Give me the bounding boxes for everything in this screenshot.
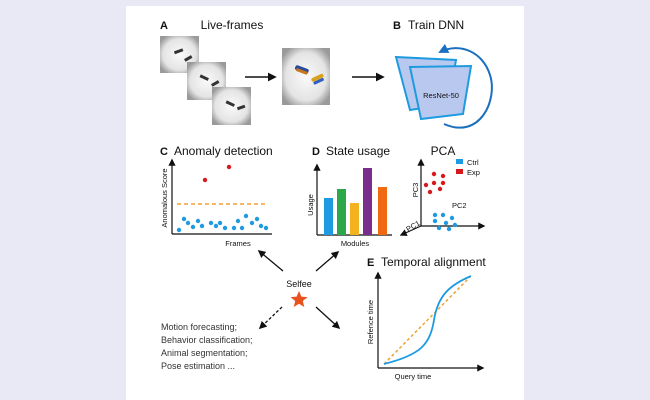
ctrl-point: [432, 218, 438, 224]
arrow-to-anomaly: [257, 250, 284, 272]
arrow-to-state-usage: [315, 250, 340, 272]
panel-d-ylabel: Usage: [306, 194, 315, 216]
usage-bar: [324, 198, 333, 235]
merged-frame-image: [282, 48, 330, 105]
normal-point: [195, 218, 201, 224]
normal-point: [176, 227, 182, 233]
usage-bar: [378, 187, 387, 235]
normal-point: [208, 220, 214, 226]
normal-point: [263, 225, 269, 231]
normal-point: [222, 225, 228, 231]
panel-d-title: State usage: [326, 144, 390, 158]
applications-list: Motion forecasting; Behavior classificat…: [161, 322, 253, 371]
pca-title: PCA: [431, 144, 456, 158]
state-usage-chart: [313, 163, 392, 236]
legend-ctrl: Ctrl: [467, 158, 479, 167]
usage-bar: [337, 189, 346, 235]
application-item: Motion forecasting;: [161, 322, 237, 332]
exp-point: [440, 173, 446, 179]
anomaly-chart: [168, 158, 272, 235]
alignment-curve: [383, 275, 472, 365]
normal-point: [217, 220, 223, 226]
panel-e-xlabel: Query time: [395, 372, 432, 381]
ctrl-point: [452, 222, 458, 228]
pca-legend: Ctrl Exp: [456, 158, 480, 177]
application-item: Behavior classification;: [161, 335, 253, 345]
exp-point: [440, 180, 446, 186]
ctrl-point: [432, 212, 438, 218]
panel-c-xlabel: Frames: [225, 239, 251, 248]
arrow-to-temporal: [315, 306, 341, 330]
normal-point: [235, 218, 241, 224]
normal-point: [213, 223, 219, 229]
star-icon: [290, 291, 308, 307]
normal-point: [243, 213, 249, 219]
arrow-to-applications: [258, 306, 283, 330]
panel-b-title: Train DNN: [408, 18, 464, 32]
frame-3: [212, 87, 251, 125]
panel-a-title: Live-frames: [201, 18, 264, 32]
application-item: Animal segmentation;: [161, 348, 248, 358]
anomaly-point: [202, 177, 208, 183]
normal-point: [185, 220, 191, 226]
panel-b-letter: B: [393, 20, 401, 32]
normal-point: [249, 220, 255, 226]
pca-plot: [399, 158, 486, 236]
exp-point: [437, 186, 443, 192]
selfee-label: Selfee: [286, 279, 312, 289]
panel-c-ylabel: Anomalous Score: [160, 168, 169, 227]
panel-d-letter: D: [312, 146, 320, 158]
training-loop-arrow: [438, 43, 493, 129]
pca-pc3-label: PC3: [411, 183, 420, 198]
anomaly-point: [226, 164, 232, 170]
legend-exp: Exp: [467, 168, 480, 177]
panel-e-ylabel: Refence time: [366, 300, 375, 344]
temporal-alignment-plot: [374, 271, 485, 372]
frame-stack: [160, 36, 251, 125]
usage-bar: [350, 203, 359, 235]
ctrl-point: [446, 226, 452, 232]
pca-pc2-label: PC2: [452, 201, 467, 210]
resnet-diagram: ResNet-50: [394, 43, 493, 129]
exp-point: [431, 180, 437, 186]
diagonal-reference-line: [383, 276, 471, 365]
normal-point: [239, 225, 245, 231]
panel-a-letter: A: [160, 20, 168, 32]
normal-point: [254, 216, 260, 222]
ctrl-point: [436, 225, 442, 231]
panel-c-letter: C: [160, 146, 168, 158]
legend-swatch-ctrl: [456, 159, 463, 164]
ctrl-point: [449, 215, 455, 221]
exp-point: [427, 189, 433, 195]
panel-d-xlabel: Modules: [341, 239, 370, 248]
normal-point: [190, 224, 196, 230]
usage-bar: [363, 168, 372, 235]
ctrl-point: [443, 220, 449, 226]
panel-e-title: Temporal alignment: [381, 255, 486, 269]
normal-point: [231, 225, 237, 231]
panel-c-title: Anomaly detection: [174, 144, 273, 158]
normal-point: [199, 223, 205, 229]
normal-point: [181, 216, 187, 222]
legend-swatch-exp: [456, 169, 463, 174]
normal-point: [258, 223, 264, 229]
network-label: ResNet-50: [423, 91, 459, 100]
panel-e-letter: E: [367, 257, 374, 269]
exp-point: [423, 182, 429, 188]
exp-point: [431, 171, 437, 177]
application-item: Pose estimation ...: [161, 361, 235, 371]
ctrl-point: [440, 212, 446, 218]
